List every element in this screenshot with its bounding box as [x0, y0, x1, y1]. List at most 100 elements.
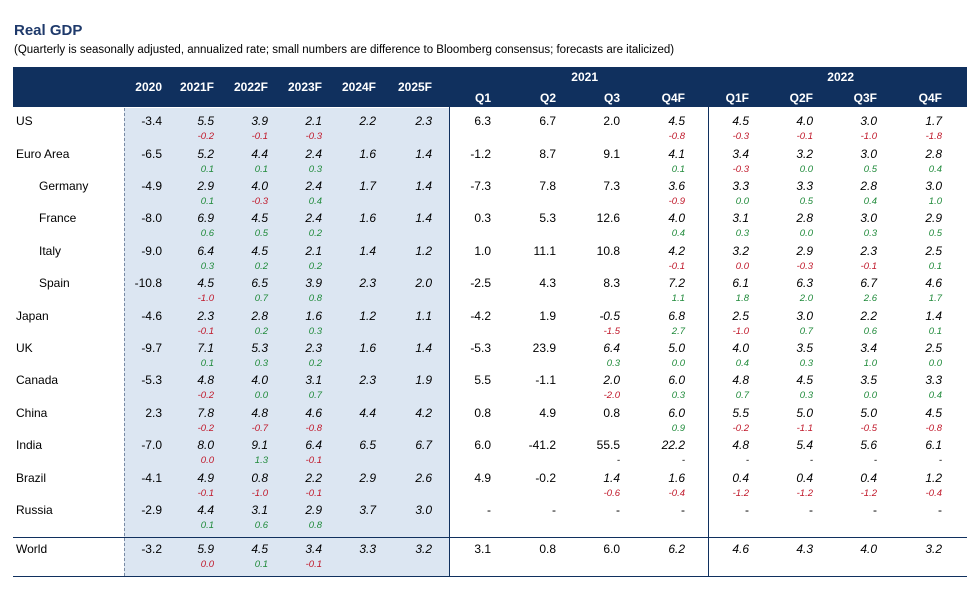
value-brazil-col8: 1.4 [603, 471, 620, 485]
diff-france-col10: 0.3 [735, 228, 749, 239]
diff-spain-col2: 0.7 [254, 293, 268, 304]
value-canada-col6: 5.5 [474, 373, 491, 387]
value-spain-col7: 4.3 [539, 276, 556, 290]
header-2022-q3f: Q3F [853, 91, 877, 105]
value-euro-area-col8: 9.1 [603, 147, 620, 161]
value-us-col3: 2.1 [305, 114, 322, 128]
value-china-col10: 5.5 [732, 406, 749, 420]
value-us-col2: 3.9 [251, 114, 268, 128]
value-uk-col10: 4.0 [732, 341, 749, 355]
value-china-col5: 4.2 [415, 406, 432, 420]
value-china-col7: 4.9 [539, 406, 556, 420]
value-brazil-col6: 4.9 [474, 471, 491, 485]
value-china-col8: 0.8 [603, 406, 620, 420]
value-canada-col10: 4.8 [732, 373, 749, 387]
diff-china-col11: -1.1 [796, 423, 813, 434]
value-brazil-col5: 2.6 [415, 471, 432, 485]
value-italy-col4: 1.4 [359, 244, 376, 258]
diff-france-col3: 0.2 [308, 228, 322, 239]
value-germany-col4: 1.7 [359, 179, 376, 193]
diff-brazil-col12: -1.2 [860, 488, 877, 499]
value-italy-col3: 2.1 [305, 244, 322, 258]
value-us-col0: -3.4 [141, 114, 162, 128]
value-spain-col11: 6.3 [796, 276, 813, 290]
diff-uk-col12: 1.0 [863, 358, 877, 369]
header-annual-2023f: 2023F [287, 80, 322, 94]
diff-china-col10: -0.2 [732, 423, 749, 434]
value-world-col9: 6.2 [668, 542, 685, 556]
diff-france-col12: 0.3 [863, 228, 877, 239]
separator-2021-2022 [708, 67, 709, 577]
value-uk-col13: 2.5 [925, 341, 942, 355]
value-brazil-col1: 4.9 [197, 471, 214, 485]
value-italy-col5: 1.2 [415, 244, 432, 258]
value-germany-col2: 4.0 [251, 179, 268, 193]
value-spain-col13: 4.6 [925, 276, 942, 290]
value-euro-area-col1: 5.2 [197, 147, 214, 161]
diff-italy-col13: 0.1 [928, 261, 942, 272]
diff-canada-col10: 0.7 [735, 390, 749, 401]
value-uk-col4: 1.6 [359, 341, 376, 355]
diff-china-col2: -0.7 [251, 423, 268, 434]
row-label-brazil: Brazil [16, 471, 47, 485]
value-japan-col8: -0.5 [599, 309, 620, 323]
value-india-col1: 8.0 [197, 438, 214, 452]
value-canada-col13: 3.3 [925, 373, 942, 387]
value-brazil-col10: 0.4 [732, 471, 749, 485]
diff-euro-area-col1: 0.1 [200, 164, 214, 175]
diff-france-col11: 0.0 [799, 228, 813, 239]
value-germany-col0: -4.9 [141, 179, 162, 193]
diff-germany-col3: 0.4 [308, 196, 322, 207]
value-india-col13: 6.1 [925, 438, 942, 452]
diff-germany-col2: -0.3 [251, 196, 268, 207]
diff-germany-col1: 0.1 [200, 196, 214, 207]
diff-uk-col13: 0.0 [928, 358, 942, 369]
value-japan-col9: 6.8 [668, 309, 685, 323]
header-2022-q2f: Q2F [789, 91, 813, 105]
value-italy-col11: 2.9 [796, 244, 813, 258]
diff-brazil-col2: -1.0 [251, 488, 268, 499]
value-italy-col9: 4.2 [668, 244, 685, 258]
diff-brazil-col1: -0.1 [197, 488, 214, 499]
value-brazil-col12: 0.4 [860, 471, 877, 485]
diff-euro-area-col11: 0.0 [799, 164, 813, 175]
value-russia-col10: - [745, 503, 749, 517]
value-russia-col9: - [681, 503, 685, 517]
diff-uk-col10: 0.4 [735, 358, 749, 369]
value-india-col6: 6.0 [474, 438, 491, 452]
value-germany-col11: 3.3 [796, 179, 813, 193]
diff-us-col11: -0.1 [796, 131, 813, 142]
row-label-china: China [16, 406, 48, 420]
value-euro-area-col10: 3.4 [732, 147, 749, 161]
value-world-col11: 4.3 [796, 542, 813, 556]
value-world-col6: 3.1 [474, 542, 491, 556]
diff-us-col3: -0.3 [305, 131, 322, 142]
value-india-col3: 6.4 [305, 438, 322, 452]
value-germany-col6: -7.3 [470, 179, 491, 193]
value-canada-col12: 3.5 [860, 373, 877, 387]
header-year-2022: 2022 [827, 70, 854, 84]
diff-world-col2: 0.1 [254, 559, 268, 570]
diff-brazil-col9: -0.4 [668, 488, 685, 499]
value-germany-col7: 7.8 [539, 179, 556, 193]
value-china-col4: 4.4 [359, 406, 376, 420]
value-canada-col3: 3.1 [305, 373, 322, 387]
value-russia-col1: 4.4 [197, 503, 214, 517]
value-china-col9: 6.0 [668, 406, 685, 420]
value-spain-col12: 6.7 [860, 276, 877, 290]
value-china-col2: 4.8 [251, 406, 268, 420]
value-india-col2: 9.1 [251, 438, 268, 452]
annual-panel-left-border [124, 108, 125, 576]
value-uk-col1: 7.1 [197, 341, 214, 355]
value-euro-area-col0: -6.5 [141, 147, 162, 161]
table-bottom-rule [13, 576, 967, 577]
value-brazil-col11: 0.4 [796, 471, 813, 485]
diff-france-col13: 0.5 [928, 228, 942, 239]
diff-uk-col1: 0.1 [200, 358, 214, 369]
value-italy-col12: 2.3 [860, 244, 877, 258]
diff-brazil-col8: -0.6 [603, 488, 620, 499]
diff-russia-col2: 0.6 [254, 520, 268, 531]
diff-uk-col8: 0.3 [606, 358, 620, 369]
value-us-col12: 3.0 [860, 114, 877, 128]
header-annual-2021f: 2021F [179, 80, 214, 94]
